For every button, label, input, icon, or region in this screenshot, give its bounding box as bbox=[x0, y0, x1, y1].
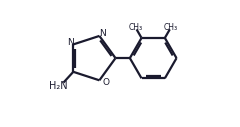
Text: O: O bbox=[102, 78, 109, 87]
Text: N: N bbox=[99, 29, 106, 38]
Text: CH₃: CH₃ bbox=[128, 22, 142, 31]
Text: CH₃: CH₃ bbox=[164, 22, 178, 31]
Text: N: N bbox=[67, 38, 73, 47]
Text: H₂N: H₂N bbox=[49, 81, 67, 91]
